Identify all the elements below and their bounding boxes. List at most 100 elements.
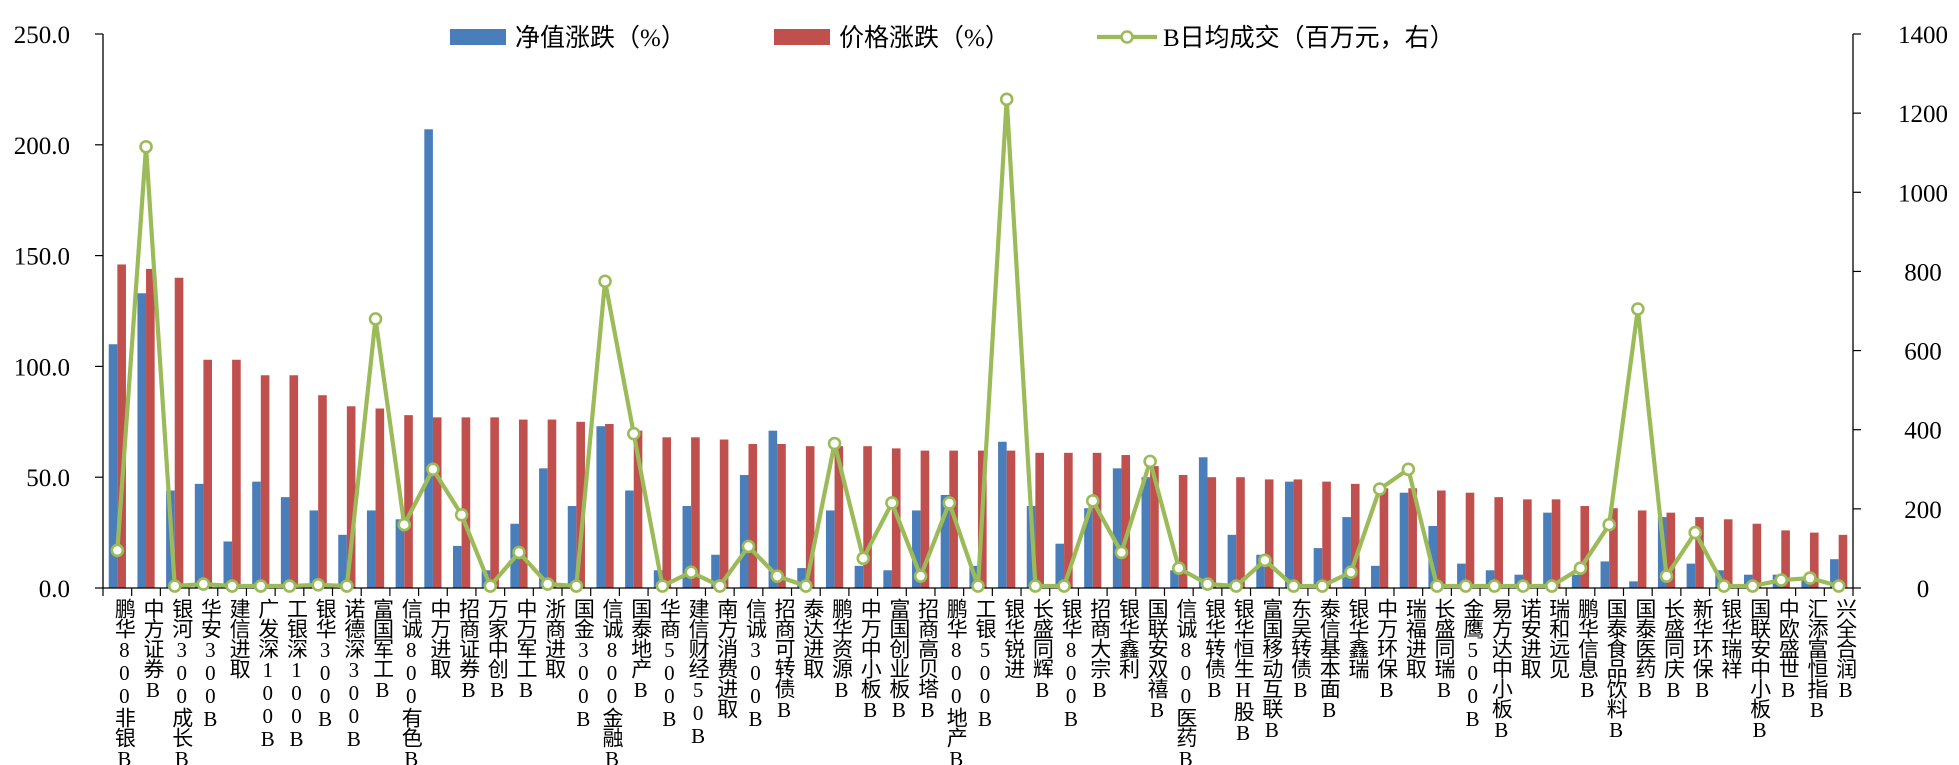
- price-bar: [1637, 510, 1647, 588]
- price-bar: [1236, 477, 1245, 588]
- nav-bar: [1198, 457, 1208, 588]
- price-bar: [1838, 534, 1848, 588]
- nav-bar: [424, 129, 433, 589]
- category-label: 华商500B: [657, 598, 681, 730]
- volume-point: [1573, 561, 1588, 576]
- price-bar: [1666, 512, 1676, 588]
- category-label: 中万环保B: [1375, 598, 1399, 701]
- nav-bar: [940, 494, 950, 588]
- price-bar: [1006, 450, 1016, 588]
- category-label: 国泰食品饮料B: [1604, 598, 1628, 741]
- category-label: 诺德深300B: [342, 598, 366, 750]
- price-bar: [174, 277, 184, 588]
- nav-bar: [1227, 534, 1237, 588]
- right-tick-label: 1000: [1898, 180, 1948, 207]
- volume-point: [999, 92, 1014, 107]
- nav-bar: [854, 565, 864, 588]
- price-bar: [1781, 530, 1790, 588]
- volume-point: [282, 579, 297, 593]
- category-label: 招商高贝塔B: [916, 598, 940, 721]
- price-bar: [432, 417, 442, 588]
- category-label: 万家中创B: [485, 598, 509, 701]
- volume-point: [1315, 579, 1330, 593]
- category-label: 银河300成长B: [170, 598, 194, 765]
- category-label: 长盛同庆B: [1662, 598, 1686, 701]
- category-label: 中欧盛世B: [1776, 598, 1800, 701]
- nav-bar: [252, 481, 261, 588]
- nav-bar: [596, 426, 606, 588]
- volume-point: [1717, 579, 1731, 593]
- price-bar: [633, 430, 643, 588]
- nav-bar: [280, 497, 290, 588]
- category-label: 新华环保B: [1690, 598, 1714, 701]
- left-tick-label: 250.0: [14, 22, 70, 49]
- nav-bar: [653, 570, 663, 588]
- legend-label-volume: B日均成交（百万元，右）: [1163, 24, 1455, 52]
- right-tick-label: 1200: [1898, 101, 1948, 128]
- price-bar: [404, 415, 413, 588]
- volume-point: [110, 543, 125, 558]
- volume-point: [1487, 579, 1502, 593]
- category-label: 汇添富恒指B: [1805, 598, 1829, 721]
- volume-point: [1344, 565, 1358, 579]
- price-bar: [1551, 499, 1561, 588]
- category-label: 信诚300B: [743, 598, 767, 730]
- volume-point: [167, 579, 182, 593]
- nav-bar: [1055, 543, 1065, 588]
- right-tick-label: 0: [1917, 576, 1930, 603]
- category-label: 银华转债B: [1203, 598, 1227, 701]
- volume-point: [1401, 462, 1416, 477]
- nav-bar: [797, 568, 806, 588]
- price-bar: [1437, 490, 1446, 588]
- nav-bar: [309, 510, 319, 588]
- category-label: 银华鑫瑞: [1346, 598, 1370, 679]
- legend: 净值涨跌（%） 价格涨跌（%） B日均成交（百万元，右）: [450, 24, 1455, 52]
- volume-point: [827, 436, 842, 451]
- category-label: 富国创业板B: [887, 598, 911, 721]
- category-label: 南方消费进取: [715, 598, 739, 719]
- volume-point: [225, 579, 239, 593]
- volume-point: [512, 545, 526, 560]
- nav-bar: [1371, 565, 1380, 588]
- price-bar: [1350, 483, 1360, 588]
- volume-point: [426, 462, 440, 477]
- category-label: 广发深100B: [256, 598, 280, 750]
- volume-point: [1286, 579, 1301, 593]
- right-tick-label: 800: [1904, 259, 1942, 286]
- price-bar: [1494, 497, 1503, 588]
- volume-point: [1803, 571, 1817, 585]
- price-bar: [1322, 481, 1331, 588]
- legend-label-price: 价格涨跌（%）: [839, 24, 1010, 52]
- volume-point: [1143, 454, 1157, 469]
- category-label: 信诚800金融B: [600, 598, 624, 765]
- category-label: 中万中小板B: [858, 598, 882, 721]
- nav-bar: [1256, 554, 1265, 588]
- nav-bar: [137, 293, 147, 588]
- nav-bar: [1342, 517, 1351, 588]
- nav-bars: [108, 129, 1839, 589]
- price-bar: [1207, 477, 1217, 588]
- category-label: 信诚800有色B: [399, 598, 423, 765]
- volume-point: [139, 139, 153, 154]
- volume-point: [971, 579, 985, 593]
- price-bar: [203, 359, 213, 588]
- category-label: 中万军工B: [514, 598, 538, 701]
- price-bar: [146, 268, 155, 588]
- nav-bar: [998, 441, 1007, 588]
- nav-bar: [1629, 581, 1638, 588]
- volume-point: [1544, 579, 1559, 593]
- left-tick-label: 0.0: [39, 576, 70, 603]
- volume-point: [942, 496, 957, 510]
- category-label: 银华锐进: [1002, 598, 1026, 679]
- price-bar: [547, 419, 557, 588]
- price-bar: [719, 439, 729, 588]
- nav-bar: [1457, 563, 1466, 588]
- nav-bar: [1141, 477, 1151, 588]
- volume-point: [397, 517, 412, 532]
- category-label: 华安300B: [198, 598, 222, 730]
- nav-bar: [108, 344, 118, 588]
- category-label: 金鹰500B: [1461, 598, 1485, 730]
- volume-point: [196, 577, 211, 591]
- category-label: 银华鑫利: [1116, 598, 1140, 679]
- volume-point: [1085, 494, 1100, 508]
